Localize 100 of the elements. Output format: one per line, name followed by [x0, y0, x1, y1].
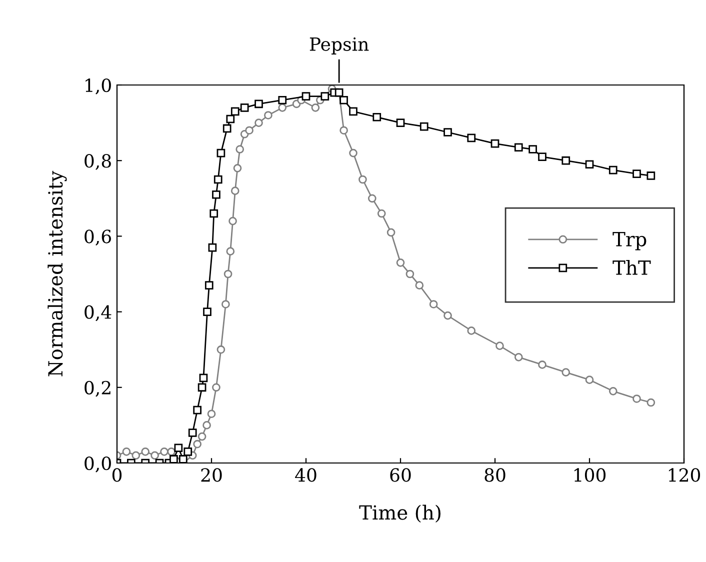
point	[174, 444, 183, 452]
y-tick-label: 0,8	[84, 154, 111, 170]
point	[208, 243, 217, 252]
point	[228, 216, 237, 226]
point	[514, 143, 523, 152]
point	[608, 387, 618, 396]
point	[198, 432, 206, 441]
x-tick-label: 60	[390, 468, 411, 482]
point	[608, 166, 618, 174]
point	[230, 186, 240, 196]
point	[528, 145, 537, 154]
legend-label: ThT	[612, 260, 651, 275]
point	[240, 104, 249, 112]
point	[216, 148, 226, 158]
point	[278, 96, 287, 104]
point	[406, 270, 414, 278]
point	[132, 451, 140, 460]
point	[207, 410, 216, 418]
point	[264, 111, 272, 120]
point	[538, 152, 546, 161]
point	[212, 383, 220, 392]
y-tick-label: 0,0	[84, 456, 111, 472]
point	[203, 308, 212, 316]
point	[199, 374, 208, 382]
y-axis-title: Normalized intensity	[48, 170, 67, 376]
point	[444, 311, 452, 320]
y-tick-label: 0,6	[84, 230, 112, 246]
point	[122, 447, 131, 456]
point	[202, 421, 211, 430]
point	[302, 92, 310, 101]
point	[377, 209, 386, 218]
point	[349, 107, 358, 116]
point	[646, 172, 656, 180]
point	[372, 112, 382, 122]
point	[562, 368, 570, 376]
point	[214, 175, 222, 184]
point	[396, 258, 405, 267]
point	[340, 96, 348, 104]
point	[254, 118, 263, 127]
x-tick-label: 80	[484, 468, 506, 482]
point	[444, 128, 452, 136]
point	[193, 406, 202, 414]
point	[632, 394, 641, 403]
y-tick-label: 0,4	[84, 305, 112, 322]
point	[198, 383, 206, 392]
point	[585, 160, 594, 169]
legend-label: Trp	[612, 232, 646, 250]
point	[386, 228, 396, 237]
point	[562, 156, 570, 165]
point	[178, 455, 188, 463]
point	[429, 300, 438, 308]
point	[216, 345, 226, 354]
x-tick-label: 120	[668, 468, 700, 482]
point	[210, 209, 218, 218]
point	[632, 170, 641, 178]
point	[420, 122, 428, 131]
point	[193, 440, 202, 448]
point	[585, 376, 594, 384]
point	[490, 139, 500, 148]
point	[514, 352, 523, 362]
point	[150, 451, 159, 460]
point	[230, 107, 240, 116]
point	[188, 428, 197, 437]
x-tick-label: 100	[574, 468, 606, 482]
point	[646, 398, 656, 407]
point	[226, 247, 235, 256]
point	[170, 455, 178, 463]
point	[233, 164, 242, 172]
point	[184, 447, 192, 456]
point	[368, 194, 376, 203]
point	[320, 92, 330, 101]
point	[141, 447, 150, 456]
point	[496, 342, 504, 350]
point	[467, 326, 476, 335]
x-tick-label: 20	[201, 468, 222, 482]
point	[212, 190, 220, 199]
point	[340, 126, 348, 135]
point	[204, 281, 214, 290]
point	[467, 134, 476, 142]
point	[415, 281, 424, 290]
x-tick-label: 40	[295, 468, 316, 482]
point	[224, 270, 232, 278]
x-tick-label: 0	[112, 468, 122, 482]
x-axis-title: Time (h)	[359, 504, 440, 523]
point	[254, 100, 263, 108]
point	[236, 145, 244, 154]
point	[349, 148, 358, 158]
point	[167, 447, 176, 456]
point	[222, 124, 232, 133]
point	[226, 114, 235, 124]
annotation: Pepsin	[310, 37, 369, 54]
y-tick-label: 1,0	[86, 78, 111, 94]
y-tick-label: 0,2	[84, 380, 110, 397]
point	[358, 175, 367, 184]
point	[160, 447, 168, 456]
point	[222, 300, 230, 308]
point	[396, 118, 405, 127]
point	[311, 104, 320, 112]
point	[278, 104, 287, 112]
point	[538, 360, 546, 369]
